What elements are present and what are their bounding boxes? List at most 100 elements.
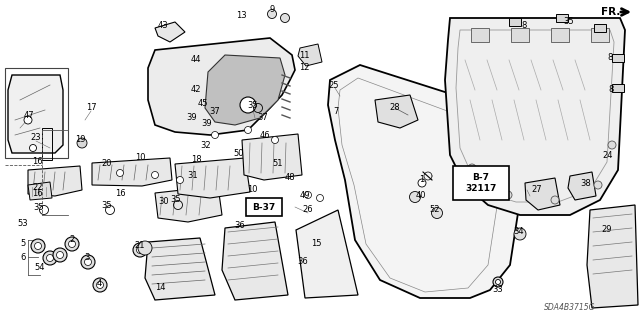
Text: 21: 21 — [135, 241, 145, 249]
Circle shape — [24, 116, 32, 124]
Text: 35: 35 — [102, 201, 112, 210]
Text: 51: 51 — [273, 159, 284, 167]
Circle shape — [418, 179, 426, 187]
Circle shape — [35, 242, 42, 249]
Bar — [551, 28, 569, 42]
Text: 32: 32 — [201, 140, 211, 150]
Text: 23: 23 — [31, 133, 42, 143]
Circle shape — [410, 191, 420, 203]
Bar — [511, 28, 529, 42]
Polygon shape — [242, 134, 302, 180]
Polygon shape — [587, 205, 638, 308]
Circle shape — [514, 228, 526, 240]
Circle shape — [53, 248, 67, 262]
Text: B-37: B-37 — [252, 203, 276, 211]
Text: 28: 28 — [390, 102, 400, 112]
Bar — [612, 84, 624, 92]
Circle shape — [152, 172, 159, 179]
Polygon shape — [296, 210, 358, 298]
Text: 36: 36 — [235, 220, 245, 229]
Text: 16: 16 — [32, 189, 42, 197]
Circle shape — [305, 191, 312, 198]
Text: 24: 24 — [603, 151, 613, 160]
Bar — [509, 18, 521, 26]
Circle shape — [271, 137, 278, 144]
Text: 35: 35 — [564, 18, 574, 26]
Text: B-7
32117: B-7 32117 — [465, 173, 497, 193]
Text: 20: 20 — [102, 159, 112, 167]
Circle shape — [608, 141, 616, 149]
Circle shape — [551, 196, 559, 204]
Text: 31: 31 — [188, 172, 198, 181]
Text: 18: 18 — [191, 155, 202, 165]
Circle shape — [56, 251, 63, 258]
Polygon shape — [92, 158, 172, 186]
Bar — [594, 24, 606, 32]
Text: 30: 30 — [159, 197, 170, 205]
Polygon shape — [445, 18, 625, 215]
Text: 53: 53 — [18, 219, 28, 227]
Polygon shape — [175, 48, 218, 70]
Text: 11: 11 — [299, 50, 309, 60]
Polygon shape — [328, 65, 520, 298]
Circle shape — [81, 255, 95, 269]
Circle shape — [240, 97, 256, 113]
Text: 5: 5 — [20, 240, 26, 249]
Text: 8: 8 — [607, 53, 612, 62]
Text: 33: 33 — [493, 286, 504, 294]
Text: 35: 35 — [248, 100, 259, 109]
Circle shape — [97, 281, 104, 288]
Circle shape — [29, 145, 36, 152]
Polygon shape — [155, 22, 185, 42]
Circle shape — [177, 176, 184, 183]
Polygon shape — [222, 222, 288, 300]
Text: 50: 50 — [234, 149, 244, 158]
Circle shape — [65, 237, 79, 251]
Polygon shape — [145, 238, 215, 300]
Text: 47: 47 — [24, 110, 35, 120]
Circle shape — [136, 247, 143, 254]
Polygon shape — [525, 178, 560, 210]
Polygon shape — [155, 186, 222, 222]
Text: 15: 15 — [311, 239, 321, 248]
Text: 35: 35 — [34, 203, 44, 211]
Text: 52: 52 — [429, 205, 440, 214]
Text: 26: 26 — [303, 205, 314, 214]
Circle shape — [133, 243, 147, 257]
Text: 3: 3 — [84, 254, 90, 263]
Text: 37: 37 — [210, 108, 220, 116]
Text: 40: 40 — [416, 191, 426, 201]
Text: 29: 29 — [602, 226, 612, 234]
Text: SDA4B3715G: SDA4B3715G — [544, 303, 596, 313]
Text: 17: 17 — [86, 103, 96, 113]
Polygon shape — [8, 75, 63, 153]
Bar — [453, 166, 509, 200]
Circle shape — [468, 164, 476, 172]
Text: 43: 43 — [157, 21, 168, 31]
Circle shape — [93, 278, 107, 292]
Text: 42: 42 — [191, 85, 201, 93]
Text: 35: 35 — [171, 196, 181, 204]
Polygon shape — [175, 158, 250, 198]
Circle shape — [68, 241, 76, 248]
Circle shape — [31, 239, 45, 253]
Text: 37: 37 — [258, 114, 268, 122]
Bar — [246, 198, 282, 216]
Polygon shape — [148, 38, 295, 135]
Bar — [556, 14, 568, 22]
Text: 10: 10 — [135, 152, 145, 161]
Circle shape — [495, 279, 500, 285]
Polygon shape — [28, 166, 82, 196]
Text: 7: 7 — [333, 108, 339, 116]
Circle shape — [317, 195, 323, 202]
Text: 8: 8 — [522, 20, 527, 29]
Circle shape — [43, 251, 57, 265]
Text: 10: 10 — [247, 186, 257, 195]
Bar — [612, 54, 624, 62]
Circle shape — [116, 169, 124, 176]
Circle shape — [211, 131, 218, 138]
Text: 36: 36 — [298, 257, 308, 266]
Text: 2: 2 — [69, 235, 75, 244]
Text: 13: 13 — [236, 11, 246, 19]
Circle shape — [280, 13, 289, 23]
